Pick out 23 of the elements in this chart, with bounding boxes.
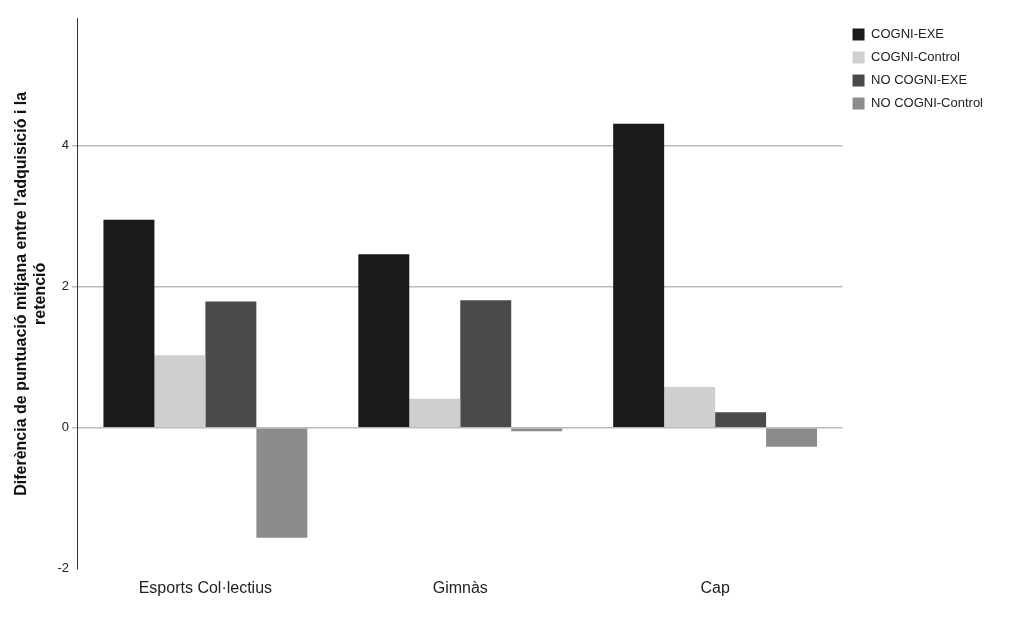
bar	[154, 355, 206, 428]
bar	[409, 398, 461, 428]
x-tick-label: Gimnàs	[432, 578, 488, 596]
legend-label: NO COGNI-Control	[871, 95, 984, 111]
bar	[715, 412, 767, 428]
y-tick-label: 2	[61, 278, 69, 294]
bar	[103, 219, 155, 428]
bar	[613, 123, 665, 428]
bar	[205, 301, 257, 428]
bar	[664, 386, 716, 428]
y-tick-label: 0	[61, 419, 69, 435]
legend-label: NO COGNI-EXE	[871, 72, 968, 88]
bar	[358, 254, 410, 428]
bar	[460, 300, 512, 428]
legend-label: COGNI-EXE	[871, 26, 945, 42]
y-axis-title: Diferència de puntuació mitjana entre l'adquisició i la retenció	[12, 91, 49, 496]
legend-label: COGNI-Control	[871, 49, 960, 65]
bar	[256, 428, 308, 538]
y-tick-label: -2	[57, 560, 69, 576]
x-tick-label: Cap	[700, 578, 730, 596]
bar	[766, 428, 818, 447]
x-tick-label: Esports Col·lectius	[138, 578, 273, 596]
y-tick-label: 4	[61, 137, 69, 153]
